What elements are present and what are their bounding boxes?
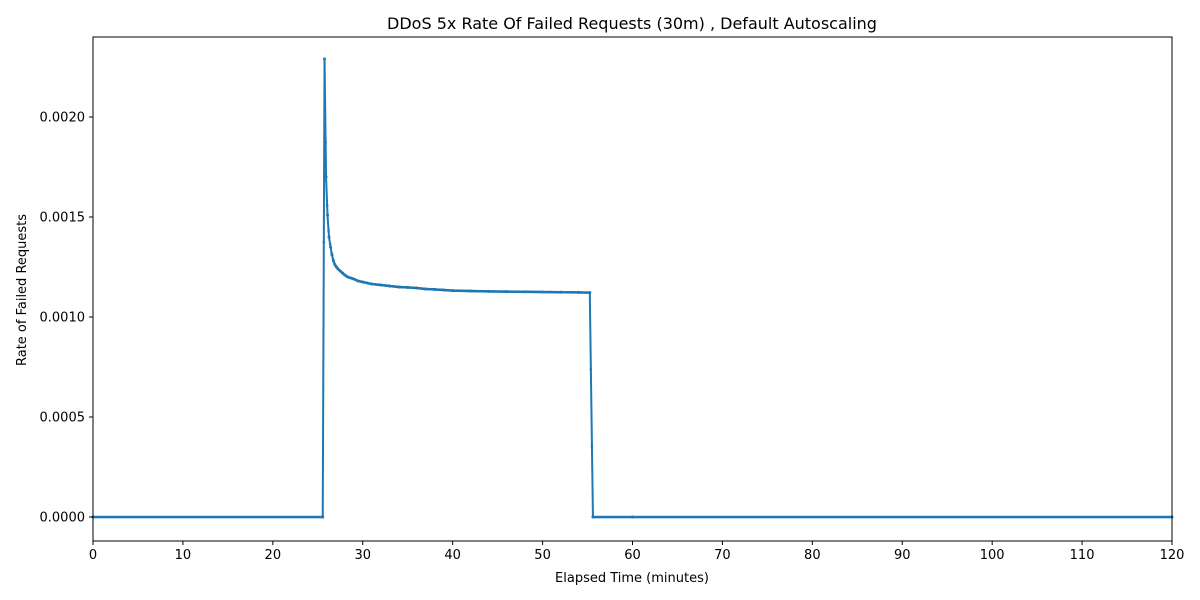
data-point: [356, 279, 360, 283]
x-tick-label: 80: [804, 548, 821, 563]
x-tick-label: 90: [894, 548, 911, 563]
x-tick-label: 50: [534, 548, 551, 563]
x-tick-label: 60: [624, 548, 641, 563]
y-tick-label: 0.0015: [40, 211, 86, 226]
series-markers: [91, 57, 1174, 519]
data-point: [406, 285, 410, 289]
data-point: [349, 276, 353, 280]
data-point: [541, 290, 545, 294]
x-tick-label: 100: [980, 548, 1005, 563]
plot-area: [91, 36, 1174, 542]
series-line: [93, 58, 1172, 518]
data-point: [397, 285, 401, 289]
data-point: [332, 259, 336, 263]
axes-frame: [92, 36, 1173, 542]
data-point: [324, 175, 328, 179]
x-tick-label: 110: [1070, 548, 1095, 563]
y-tick-label: 0.0020: [40, 111, 86, 126]
data-point: [330, 253, 334, 257]
x-tick-label: 10: [175, 548, 192, 563]
data-point: [346, 275, 350, 279]
data-point: [321, 515, 325, 519]
data-point: [370, 282, 374, 286]
data-point: [336, 267, 340, 271]
data-point: [590, 445, 594, 448]
x-tick-label: 0: [89, 548, 97, 563]
data-point: [352, 277, 356, 281]
data-point: [327, 235, 331, 239]
data-point: [388, 284, 392, 288]
data-point: [329, 245, 333, 249]
data-point: [325, 204, 329, 207]
data-point: [415, 286, 419, 290]
y-tick-label: 0.0010: [40, 311, 86, 326]
chart-title: DDoS 5x Rate Of Failed Requests (30m) , …: [387, 14, 877, 33]
data-point: [326, 213, 329, 217]
data-point: [451, 289, 455, 293]
data-point: [631, 515, 634, 519]
y-tick-label: 0.0005: [40, 411, 86, 426]
data-point: [424, 287, 428, 291]
data-point: [361, 280, 365, 284]
data-point: [487, 289, 491, 293]
y-axis-label: Rate of Failed Requests: [15, 214, 30, 366]
data-point: [433, 287, 437, 291]
data-point: [591, 515, 595, 519]
x-tick-label: 30: [354, 548, 371, 563]
data-point: [328, 242, 332, 246]
x-tick-label: 120: [1160, 548, 1185, 563]
data-point: [523, 290, 527, 294]
data-point: [338, 269, 342, 273]
x-tick-label: 70: [714, 548, 731, 563]
y-tick-label: 0.0000: [40, 511, 86, 526]
data-point: [577, 290, 581, 294]
data-point: [324, 140, 327, 144]
data-point: [323, 57, 327, 61]
data-point: [559, 290, 563, 294]
x-tick-label: 20: [265, 548, 282, 563]
data-point: [442, 288, 446, 292]
x-axis-label: Elapsed Time (minutes): [555, 571, 709, 586]
data-point: [469, 289, 473, 293]
data-point: [588, 291, 592, 295]
data-point: [327, 229, 330, 232]
data-point: [322, 240, 326, 244]
x-axis-ticks: 0 10 20 30 40 50 60 70 80 90 100 110 120: [89, 541, 1185, 563]
data-point: [343, 273, 347, 277]
data-point: [589, 368, 593, 371]
data-point: [341, 271, 345, 275]
y-axis-ticks: 0.0000 0.0005 0.0010 0.0015 0.0020: [40, 111, 93, 526]
x-tick-label: 40: [444, 548, 461, 563]
data-point: [379, 283, 383, 287]
data-point: [505, 290, 509, 294]
